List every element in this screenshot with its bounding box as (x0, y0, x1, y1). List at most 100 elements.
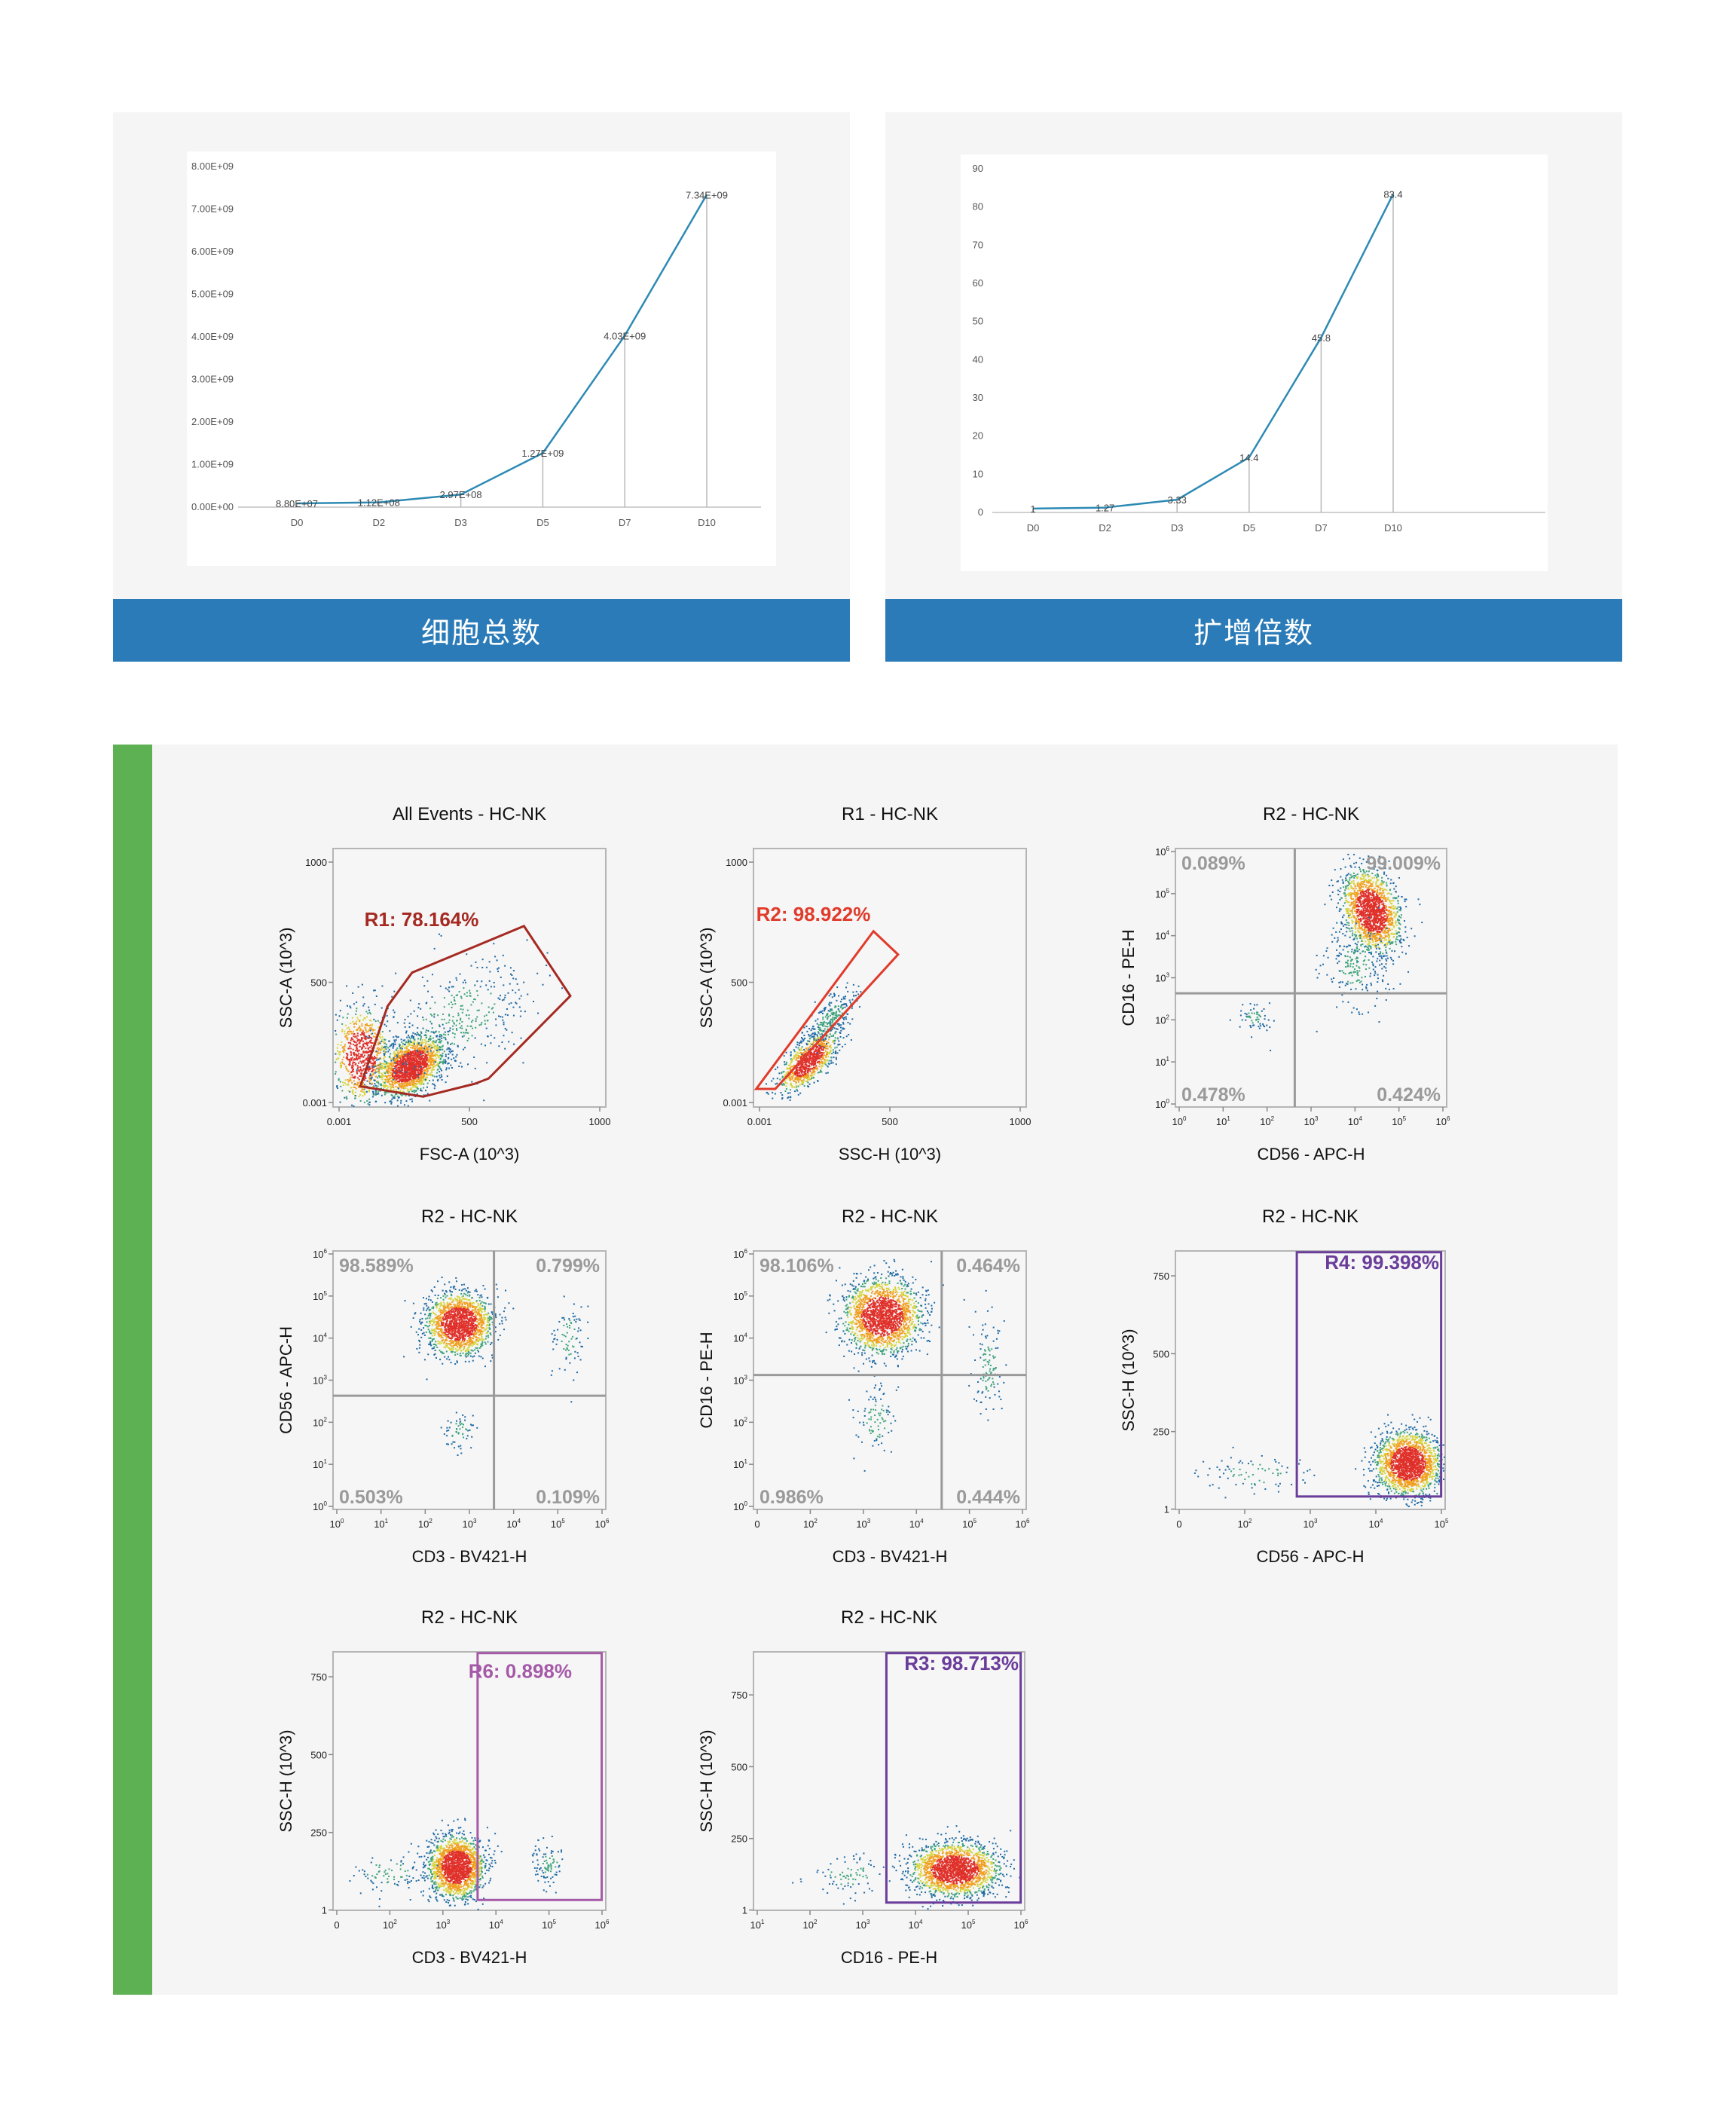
tick-label: 106 (1014, 1919, 1028, 1931)
y-tick-label: 60 (973, 277, 983, 289)
y-tick-label: 5.00E+09 (191, 289, 234, 300)
tick-label: 1000 (1010, 1116, 1032, 1127)
tick-label: 101 (750, 1919, 765, 1931)
total-cells-banner: 细胞总数 (113, 599, 850, 662)
tick-label: 0 (334, 1919, 339, 1931)
tick-label: 103 (1304, 1518, 1318, 1530)
tick-label: 500 (731, 1761, 747, 1772)
tick-label: 106 (595, 1518, 610, 1530)
y-axis-label: SSC-H (10^3) (277, 1729, 295, 1832)
quadrant-lower-right: 0.444% (956, 1487, 1020, 1508)
tick-label: 102 (313, 1416, 327, 1428)
plot-title: R2 - HC-NK (1263, 804, 1359, 824)
tick-label: 500 (461, 1116, 478, 1127)
tick-label: 0.001 (723, 1097, 747, 1109)
data-label: 1.27E+09 (521, 448, 564, 459)
event-dots (792, 1825, 1021, 1910)
y-axis-label: SSC-H (10^3) (1119, 1329, 1138, 1431)
event-dots (825, 1258, 1007, 1472)
expansion-fold-banner: 扩增倍数 (885, 599, 1622, 662)
tick-label: 1 (1164, 1504, 1169, 1515)
quadrant-lower-left: 0.478% (1181, 1084, 1245, 1105)
plot-frame (332, 848, 607, 1108)
tick-label: 0.001 (747, 1116, 772, 1127)
tick-label: 102 (418, 1518, 432, 1530)
tick-label: 104 (1369, 1518, 1383, 1530)
event-dots (1229, 853, 1423, 1052)
x-axis-label: SSC-H (10^3) (839, 1145, 941, 1164)
y-tick-label: 50 (973, 316, 983, 327)
y-axis-label: SSC-H (10^3) (697, 1729, 716, 1832)
gate-r6-rectangle (476, 1652, 604, 1901)
y-tick-label: 30 (973, 392, 983, 403)
expansion-fold-banner-label: 扩增倍数 (1193, 616, 1314, 650)
plot-frame (753, 1250, 1027, 1510)
y-tick-label: 0 (978, 506, 983, 518)
x-tick-label: D5 (1242, 522, 1255, 534)
y-tick-label: 10 (973, 468, 983, 479)
tick-label: 104 (733, 1332, 747, 1344)
x-axis-label: CD3 - BV421-H (833, 1547, 948, 1566)
quadrant-lower-left: 0.986% (760, 1487, 824, 1508)
y-tick-label: 80 (973, 201, 983, 213)
data-label: 83.4 (1383, 188, 1402, 200)
gate-r3-rectangle (885, 1652, 1022, 1904)
y-tick-label: 8.00E+09 (191, 161, 234, 172)
tick-label: 103 (1304, 1115, 1319, 1127)
plot-title: R2 - HC-NK (842, 1206, 938, 1227)
event-dots (1194, 1414, 1445, 1508)
y-tick-label: 0.00E+00 (191, 501, 234, 512)
tick-label: 100 (1155, 1098, 1169, 1110)
data-label: 3.33 (1168, 494, 1187, 506)
total-cells-chart: 0.00E+00 1.00E+09 2.00E+09 3.00E+09 4.00E+09… (191, 161, 761, 528)
x-axis-label: CD3 - BV421-H (412, 1948, 527, 1967)
gate-label: R3: 98.713% (904, 1652, 1019, 1674)
tick-label: 104 (506, 1518, 521, 1530)
tick-label: 105 (313, 1290, 327, 1302)
series-line (1032, 193, 1395, 510)
plot-title: R2 - HC-NK (421, 1607, 518, 1628)
tick-label: 250 (310, 1827, 327, 1839)
data-label: 45.8 (1312, 332, 1331, 344)
tick-label: 1 (322, 1905, 327, 1916)
series-line (296, 194, 708, 505)
tick-label: 0.001 (327, 1116, 352, 1127)
plot-frame (332, 1250, 607, 1510)
tick-label: 250 (731, 1833, 747, 1845)
tick-label: 104 (489, 1919, 503, 1931)
quadrant-lower-right: 0.109% (536, 1487, 600, 1508)
y-tick-label: 70 (973, 239, 983, 250)
tick-label: 105 (551, 1518, 565, 1530)
tick-label: 106 (1436, 1115, 1450, 1127)
x-tick-label: D10 (1384, 522, 1402, 534)
expansion-fold-chart-area: 0 10 20 30 40 50 60 70 80 90 D0 D2 D3 D5 D7 D10 1 1.27 3.3… (961, 154, 1548, 571)
tick-label: 104 (1155, 930, 1169, 942)
y-tick-label: 6.00E+09 (191, 246, 234, 257)
tick-label: 102 (1260, 1115, 1274, 1127)
x-tick-label: D3 (454, 517, 467, 528)
event-dots (335, 933, 564, 1108)
tick-label: 100 (313, 1500, 327, 1512)
fcm-plot: All Events - HC-NK FSC-A (10^3) SSC-A (10^… (277, 804, 610, 1164)
x-axis-label: CD16 - PE-H (841, 1948, 937, 1967)
tick-label: 103 (463, 1518, 477, 1530)
fcm-plot: R1 - HC-NK SSC-H (10^3) SSC-A (10^3) 0.001 5… (697, 804, 1032, 1164)
tick-label: 0 (1176, 1518, 1181, 1530)
tick-label: 104 (909, 1919, 923, 1931)
gate-label: R4: 99.398% (1325, 1251, 1439, 1274)
tick-label: 103 (313, 1375, 327, 1387)
tick-label: 102 (733, 1416, 747, 1428)
tick-label: 104 (909, 1518, 924, 1530)
quadrant-upper-right: 0.464% (956, 1255, 1020, 1277)
y-tick-label: 2.00E+09 (191, 416, 234, 427)
tick-label: 101 (1155, 1056, 1169, 1068)
data-label: 8.80E+07 (276, 498, 318, 509)
gate-label: R6: 0.898% (469, 1659, 572, 1682)
tick-label: 102 (803, 1919, 818, 1931)
tick-label: 1000 (726, 857, 747, 868)
plot-frame (1175, 848, 1447, 1108)
gate-r1-polygon (359, 925, 572, 1098)
x-tick-label: D10 (698, 517, 716, 528)
fcm-plot: R2 - HC-NK CD56 - APC-H CD16 - PE-H 100 101 1… (1119, 804, 1450, 1164)
tick-label: 100 (330, 1518, 344, 1530)
